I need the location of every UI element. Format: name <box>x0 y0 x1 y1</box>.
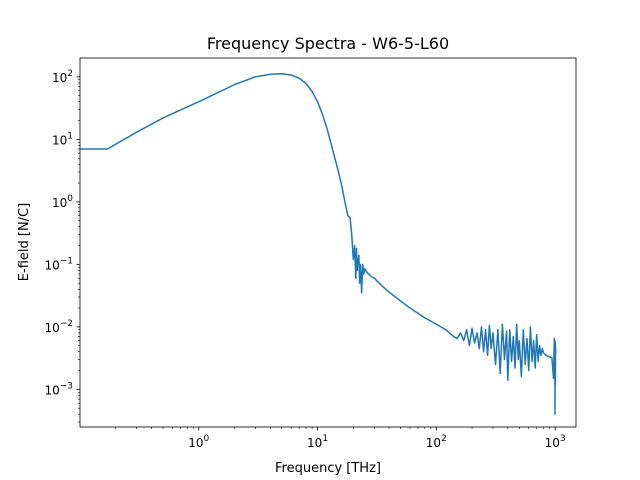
y-axis-ticks: 10−3 10−2 10−1 100 101 102 <box>44 69 80 423</box>
x-tick-label: 101 <box>307 434 328 450</box>
x-axis-label: Frequency [THz] <box>275 461 381 476</box>
x-axis-ticks: 100 101 102 103 <box>115 427 566 450</box>
y-tick-label: 10−2 <box>44 319 73 335</box>
y-tick-label: 101 <box>52 131 73 147</box>
x-tick-label: 100 <box>188 434 209 450</box>
plot-area <box>79 57 577 428</box>
y-tick-label: 100 <box>52 194 73 210</box>
x-tick-label: 102 <box>426 434 447 450</box>
x-tick-label: 103 <box>545 434 566 450</box>
series-group <box>80 72 557 415</box>
y-axis-label: E-field [N/C] <box>17 203 32 281</box>
axes-frame <box>79 57 577 428</box>
chart-title: Frequency Spectra - W6-5-L60 <box>207 34 449 53</box>
series-line-0 <box>80 72 557 415</box>
y-tick-label: 102 <box>52 69 73 85</box>
y-tick-label: 10−3 <box>44 381 73 397</box>
y-tick-label: 10−1 <box>44 256 73 272</box>
